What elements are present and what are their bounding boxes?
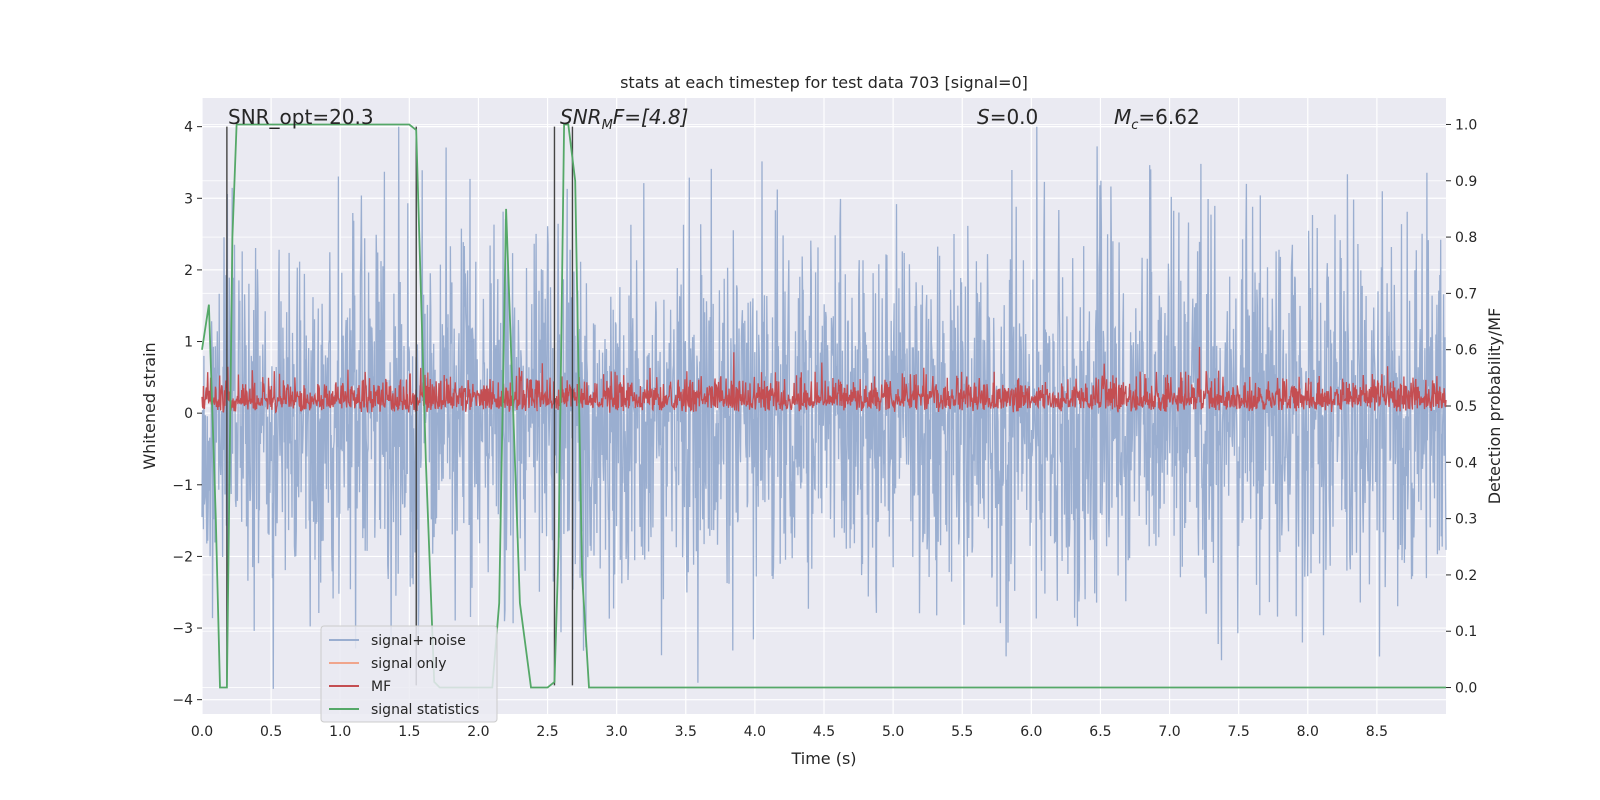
x-tick-label: 2.0 [467, 724, 489, 740]
legend-label-mf: MF [371, 679, 391, 695]
y-axis-right-label: Detection probability/MF [1485, 308, 1504, 505]
y-left-tick-label: 2 [184, 263, 193, 279]
x-axis-label: Time (s) [790, 749, 856, 768]
y-right-tick-label: 0.4 [1455, 455, 1477, 471]
y-right-tick-label: 0.0 [1455, 681, 1477, 697]
y-right-tick-label: 0.9 [1455, 174, 1477, 190]
annotation-snr-mf: SNRMF=[4.8] [560, 105, 688, 133]
y-left-tick-label: 4 [184, 120, 193, 136]
series-mf [201, 346, 1447, 414]
y-right-tick-label: 0.5 [1455, 399, 1477, 415]
x-tick-label: 3.5 [675, 724, 697, 740]
y-right-tick-label: 0.6 [1455, 343, 1477, 359]
x-tick-label: 5.0 [882, 724, 904, 740]
y-left-tick-label: −2 [172, 549, 193, 565]
x-tick-label: 4.5 [813, 724, 835, 740]
annotation-mc: Mc=6.62 [1114, 105, 1200, 133]
y-right-tick-label: 0.3 [1455, 512, 1477, 528]
legend-label-signal-only: signal only [371, 656, 446, 672]
legend: signal+ noise signal only MF signal stat… [320, 625, 498, 723]
x-tick-label: 1.5 [398, 724, 420, 740]
x-tick-label: 0.0 [191, 724, 213, 740]
y-axis-right-ticks: 1.0 0.9 0.8 0.7 0.6 0.5 0.4 0.3 0.2 0.1 0.0 [1446, 117, 1477, 697]
annotation-s: S=0.0 [977, 105, 1038, 129]
y-left-tick-label: −1 [172, 478, 193, 494]
x-tick-label: 3.0 [606, 724, 628, 740]
y-axis-left-ticks: 4 3 2 1 0 −1 −2 −3 −4 [172, 120, 202, 709]
annotation-snr-opt: SNR_opt=20.3 [228, 105, 374, 129]
x-tick-label: 7.0 [1158, 724, 1180, 740]
y-left-tick-label: −4 [172, 693, 193, 709]
y-left-tick-label: 0 [184, 406, 193, 422]
x-tick-label: 1.0 [329, 724, 351, 740]
y-right-tick-label: 0.7 [1455, 286, 1477, 302]
y-right-tick-label: 0.1 [1455, 624, 1477, 640]
y-left-tick-label: −3 [172, 621, 193, 637]
y-right-tick-label: 0.2 [1455, 568, 1477, 584]
x-tick-label: 7.5 [1228, 724, 1250, 740]
x-tick-label: 6.0 [1020, 724, 1042, 740]
y-left-tick-label: 3 [184, 191, 193, 207]
y-right-tick-label: 1.0 [1455, 117, 1477, 133]
x-tick-label: 2.5 [536, 724, 558, 740]
legend-label-signal-statistics: signal statistics [371, 702, 479, 718]
x-tick-label: 8.0 [1297, 724, 1319, 740]
x-tick-label: 6.5 [1089, 724, 1111, 740]
x-tick-label: 0.5 [260, 724, 282, 740]
chart-title: stats at each timestep for test data 703… [620, 73, 1028, 92]
y-left-tick-label: 1 [184, 335, 193, 351]
x-tick-label: 8.5 [1366, 724, 1388, 740]
x-tick-label: 5.5 [951, 724, 973, 740]
vertical-markers [226, 126, 574, 686]
x-tick-label: 4.0 [744, 724, 766, 740]
x-axis-ticks: 0.0 0.5 1.0 1.5 2.0 2.5 3.0 3.5 4.0 4.5 5.0 5.5 6.0 6… [191, 724, 1388, 740]
legend-box [320, 625, 498, 723]
series-signal-noise [201, 126, 1447, 689]
y-axis-left-label: Whitened strain [140, 342, 159, 469]
y-right-tick-label: 0.8 [1455, 230, 1477, 246]
legend-label-signal-noise: signal+ noise [371, 633, 466, 649]
